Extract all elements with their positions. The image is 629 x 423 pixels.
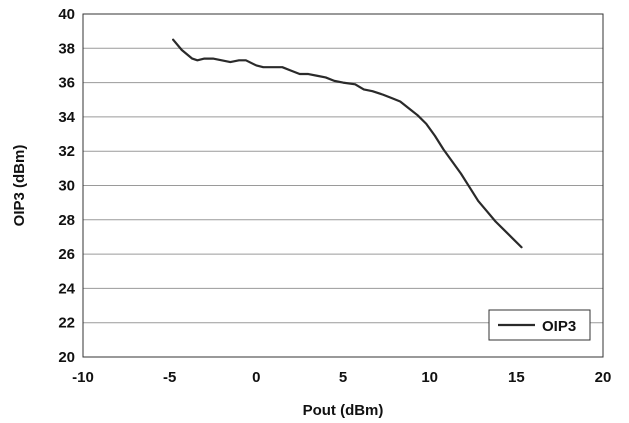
y-tick-label: 22 [58, 315, 75, 332]
y-tick-label: 20 [58, 349, 75, 366]
x-axis-tick-labels: -10 -5 0 5 10 15 20 [72, 369, 611, 386]
y-tick-label: 38 [58, 40, 75, 57]
x-axis-title: Pout (dBm) [303, 402, 384, 419]
y-tick-label: 34 [58, 109, 75, 126]
legend-box [488, 309, 591, 341]
y-tick-label: 26 [58, 246, 75, 263]
x-tick-label: 10 [421, 369, 438, 386]
y-axis-title: OIP3 (dBm) [11, 145, 28, 227]
x-tick-label: -10 [72, 369, 94, 386]
series-lines [172, 38, 523, 249]
legend-label-oip3: OIP3 [542, 318, 576, 335]
plot-area-frame [82, 13, 604, 358]
y-tick-label: 28 [58, 212, 75, 229]
legend: OIP3 [488, 309, 591, 341]
x-tick-label: -5 [163, 369, 176, 386]
x-tick-label: 0 [252, 369, 260, 386]
y-tick-label: 24 [58, 280, 75, 297]
x-tick-label: 20 [595, 369, 612, 386]
y-axis-tick-labels: 20 22 24 26 28 30 32 34 36 38 40 [58, 6, 75, 366]
y-tick-label: 30 [58, 178, 75, 195]
y-tick-label: 40 [58, 6, 75, 23]
grid-lines [83, 47, 603, 324]
x-tick-label: 5 [339, 369, 347, 386]
x-tick-label: 15 [508, 369, 525, 386]
y-tick-label: 32 [58, 143, 75, 160]
y-tick-label: 36 [58, 75, 75, 92]
series-line-oip3 [172, 38, 523, 249]
